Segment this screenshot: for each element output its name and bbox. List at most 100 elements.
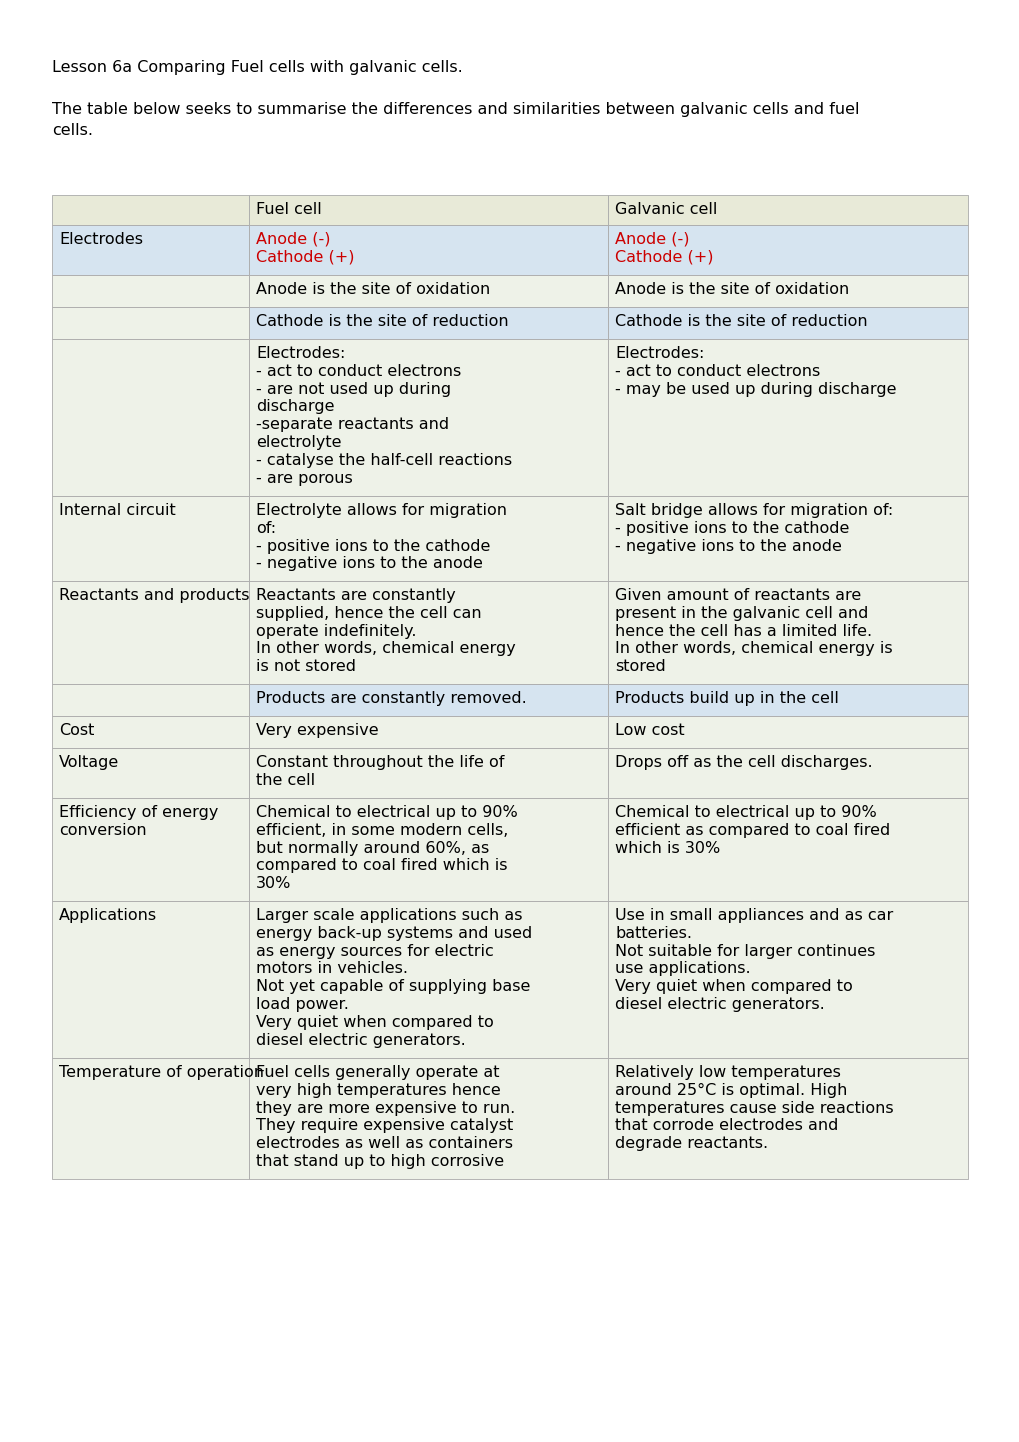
Text: operate indefinitely.: operate indefinitely. bbox=[256, 623, 416, 639]
Text: In other words, chemical energy: In other words, chemical energy bbox=[256, 642, 516, 656]
Bar bbox=[249, 748, 608, 797]
Text: - may be used up during discharge: - may be used up during discharge bbox=[614, 382, 896, 397]
Text: Not suitable for larger continues: Not suitable for larger continues bbox=[614, 943, 875, 959]
Text: - positive ions to the cathode: - positive ions to the cathode bbox=[256, 539, 490, 554]
Text: stored: stored bbox=[614, 659, 665, 675]
Text: Temperature of operation: Temperature of operation bbox=[59, 1066, 264, 1080]
Text: of:: of: bbox=[256, 521, 276, 536]
Text: Reactants are constantly: Reactants are constantly bbox=[256, 588, 455, 603]
Text: they are more expensive to run.: they are more expensive to run. bbox=[256, 1100, 515, 1116]
Bar bbox=[249, 901, 608, 1058]
Text: Cathode (+): Cathode (+) bbox=[614, 249, 713, 265]
Text: Applications: Applications bbox=[59, 908, 157, 923]
Text: is not stored: is not stored bbox=[256, 659, 356, 675]
Text: They require expensive catalyst: They require expensive catalyst bbox=[256, 1119, 513, 1133]
Text: but normally around 60%, as: but normally around 60%, as bbox=[256, 841, 489, 855]
Text: Products build up in the cell: Products build up in the cell bbox=[614, 691, 839, 707]
Bar bbox=[608, 275, 967, 307]
Text: hence the cell has a limited life.: hence the cell has a limited life. bbox=[614, 623, 871, 639]
Text: Not yet capable of supplying base: Not yet capable of supplying base bbox=[256, 979, 530, 995]
Text: Cathode is the site of reduction: Cathode is the site of reduction bbox=[256, 314, 508, 329]
Text: efficient as compared to coal fired: efficient as compared to coal fired bbox=[614, 823, 890, 838]
Text: Electrodes: Electrodes bbox=[59, 232, 143, 247]
Text: Anode is the site of oxidation: Anode is the site of oxidation bbox=[614, 283, 849, 297]
Text: - are porous: - are porous bbox=[256, 470, 353, 486]
Text: electrolyte: electrolyte bbox=[256, 435, 341, 450]
Bar bbox=[52, 496, 249, 581]
Bar bbox=[249, 1058, 608, 1180]
Bar bbox=[52, 339, 249, 496]
Text: Low cost: Low cost bbox=[614, 722, 685, 738]
Text: Constant throughout the life of: Constant throughout the life of bbox=[256, 756, 503, 770]
Bar bbox=[52, 307, 249, 339]
Text: which is 30%: which is 30% bbox=[614, 841, 720, 855]
Text: Fuel cells generally operate at: Fuel cells generally operate at bbox=[256, 1066, 499, 1080]
Bar bbox=[608, 496, 967, 581]
Text: Internal circuit: Internal circuit bbox=[59, 503, 175, 518]
Text: Very quiet when compared to: Very quiet when compared to bbox=[256, 1015, 493, 1030]
Text: electrodes as well as containers: electrodes as well as containers bbox=[256, 1136, 513, 1151]
Text: Given amount of reactants are: Given amount of reactants are bbox=[614, 588, 861, 603]
Text: In other words, chemical energy is: In other words, chemical energy is bbox=[614, 642, 893, 656]
Text: 30%: 30% bbox=[256, 877, 291, 891]
Text: that corrode electrodes and: that corrode electrodes and bbox=[614, 1119, 838, 1133]
Bar bbox=[608, 797, 967, 901]
Text: Very expensive: Very expensive bbox=[256, 722, 378, 738]
Bar bbox=[249, 717, 608, 748]
Text: Cathode is the site of reduction: Cathode is the site of reduction bbox=[614, 314, 867, 329]
Text: present in the galvanic cell and: present in the galvanic cell and bbox=[614, 606, 868, 622]
Bar bbox=[608, 225, 967, 275]
Bar bbox=[608, 307, 967, 339]
Text: - negative ions to the anode: - negative ions to the anode bbox=[614, 539, 842, 554]
Text: Fuel cell: Fuel cell bbox=[256, 202, 321, 216]
Bar bbox=[608, 581, 967, 684]
Text: efficient, in some modern cells,: efficient, in some modern cells, bbox=[256, 823, 507, 838]
Bar bbox=[52, 684, 249, 717]
Bar bbox=[52, 581, 249, 684]
Bar bbox=[249, 339, 608, 496]
Text: temperatures cause side reactions: temperatures cause side reactions bbox=[614, 1100, 894, 1116]
Text: conversion: conversion bbox=[59, 823, 147, 838]
Bar bbox=[52, 901, 249, 1058]
Text: discharge: discharge bbox=[256, 399, 334, 414]
Text: - negative ions to the anode: - negative ions to the anode bbox=[256, 557, 482, 571]
Bar bbox=[52, 225, 249, 275]
Text: Electrodes:: Electrodes: bbox=[256, 346, 345, 360]
Text: - act to conduct electrons: - act to conduct electrons bbox=[256, 363, 461, 379]
Text: Electrolyte allows for migration: Electrolyte allows for migration bbox=[256, 503, 506, 518]
Text: Very quiet when compared to: Very quiet when compared to bbox=[614, 979, 852, 995]
Bar bbox=[249, 195, 608, 225]
Bar bbox=[608, 684, 967, 717]
Bar bbox=[249, 581, 608, 684]
Text: Larger scale applications such as: Larger scale applications such as bbox=[256, 908, 522, 923]
Text: Galvanic cell: Galvanic cell bbox=[614, 202, 717, 216]
Text: Salt bridge allows for migration of:: Salt bridge allows for migration of: bbox=[614, 503, 893, 518]
Bar bbox=[249, 275, 608, 307]
Text: Relatively low temperatures: Relatively low temperatures bbox=[614, 1066, 841, 1080]
Text: Lesson 6a Comparing Fuel cells with galvanic cells.: Lesson 6a Comparing Fuel cells with galv… bbox=[52, 61, 463, 75]
Bar bbox=[608, 748, 967, 797]
Text: load power.: load power. bbox=[256, 996, 348, 1012]
Text: diesel electric generators.: diesel electric generators. bbox=[256, 1032, 466, 1048]
Bar bbox=[608, 717, 967, 748]
Bar bbox=[608, 901, 967, 1058]
Text: the cell: the cell bbox=[256, 773, 315, 787]
Text: that stand up to high corrosive: that stand up to high corrosive bbox=[256, 1154, 503, 1169]
Text: Cathode (+): Cathode (+) bbox=[256, 249, 354, 265]
Text: Products are constantly removed.: Products are constantly removed. bbox=[256, 691, 526, 707]
Text: Efficiency of energy: Efficiency of energy bbox=[59, 805, 218, 820]
Bar bbox=[52, 275, 249, 307]
Bar bbox=[249, 496, 608, 581]
Bar bbox=[608, 195, 967, 225]
Text: Anode is the site of oxidation: Anode is the site of oxidation bbox=[256, 283, 490, 297]
Bar bbox=[249, 684, 608, 717]
Text: - positive ions to the cathode: - positive ions to the cathode bbox=[614, 521, 849, 536]
Text: The table below seeks to summarise the differences and similarities between galv: The table below seeks to summarise the d… bbox=[52, 102, 859, 138]
Text: -separate reactants and: -separate reactants and bbox=[256, 417, 448, 433]
Text: use applications.: use applications. bbox=[614, 962, 750, 976]
Bar bbox=[249, 307, 608, 339]
Text: batteries.: batteries. bbox=[614, 926, 692, 940]
Bar bbox=[608, 1058, 967, 1180]
Bar bbox=[249, 225, 608, 275]
Bar bbox=[249, 797, 608, 901]
